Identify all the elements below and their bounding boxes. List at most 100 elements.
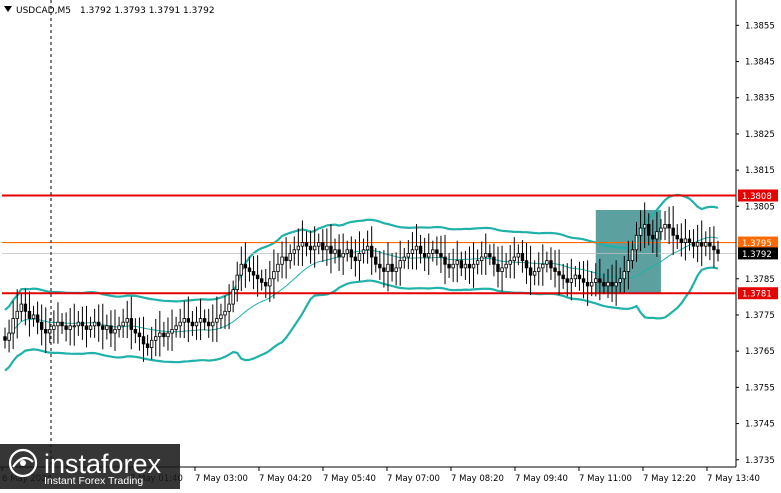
candle-body [35,314,40,323]
candle-body [117,325,121,330]
candle-body [92,321,97,327]
candle-body [386,263,390,272]
time-tick-label: 7 May 03:00 [195,474,248,484]
candle-body [304,242,309,247]
candle-body [365,245,370,251]
candle-body [361,249,366,254]
candle-body [231,289,235,305]
candle-body [716,249,720,254]
candle-body [459,260,464,269]
price-tick-label: 1.3755 [745,383,775,393]
candle-body [651,234,655,240]
candle-body [251,271,256,276]
candle-body [471,263,476,269]
candle-body [382,267,386,272]
candle-body [634,234,639,251]
candle-body [561,274,565,280]
candle-body [520,253,525,262]
candle-body [235,274,239,291]
candle-body [431,249,435,254]
candle-body [329,245,333,254]
candle-body [341,253,345,258]
candle-body [638,227,643,236]
candle-body [44,329,48,334]
candle-body [614,281,618,287]
candle-body [626,260,631,272]
candle-body [223,310,227,316]
candle-body [15,310,19,319]
candle-body [174,325,178,330]
candle-body [31,314,36,319]
candle-body [284,256,288,262]
price-tick-label: 1.3845 [745,58,775,68]
candle-body [268,278,272,287]
candle-body [569,278,574,283]
candle-body [369,245,374,258]
lower-band-line [4,266,719,372]
candle-body [695,242,700,247]
price-tick-label: 1.3835 [745,94,775,104]
candle-body [101,325,105,330]
candle-body [439,253,443,258]
candle-body [374,256,378,265]
level-tag-label-1: 1.3795 [742,239,772,249]
candle-body [585,281,590,287]
candle-body [659,227,663,233]
candle-body [357,253,362,262]
current-price-label: 1.3792 [742,250,772,260]
middle-band-line [4,236,719,341]
candle-body [125,318,129,323]
level-tag-2 [738,287,778,300]
candle-body [97,321,101,327]
candle-body [186,318,191,323]
candle-body [194,321,199,327]
candle-body [68,325,72,330]
candle-body [243,263,248,269]
candle-body [345,249,349,254]
candle-body [594,278,598,283]
candle-body [259,278,264,283]
candle-body [512,256,516,262]
candle-body [296,245,301,251]
candle-body [300,242,305,247]
candle-body [655,231,659,240]
watermark-brand: instaforex [44,449,162,479]
candle-body [610,281,614,287]
candle-body [479,256,484,262]
time-tick-label: 7 May 07:00 [387,474,440,484]
candle-body [56,321,60,327]
candle-body [276,263,280,272]
candle-body [19,303,23,312]
candle-body [149,339,154,348]
candle-body [549,260,553,269]
candle-body [202,318,207,323]
candle-body [288,253,292,262]
candle-body [573,274,578,280]
candle-body [72,325,76,328]
candle-body [541,263,545,269]
candle-body [190,321,195,327]
candle-body [598,278,602,283]
symbol-label: USDCAD,M5 [16,6,71,16]
candle-body [308,245,313,251]
candle-body [88,325,93,330]
candle-body [60,321,64,327]
candle-body [463,263,468,269]
candle-body [622,271,626,280]
candle-body [129,318,134,330]
price-tick-label: 1.3815 [745,166,775,176]
candle-body [488,253,492,258]
candle-body [154,336,158,341]
price-tick-label: 1.3825 [745,130,775,140]
candle-body [280,256,284,265]
ohlc-readout: 1.3792 1.3793 1.3791 1.3792 [80,6,215,16]
candle-body [496,263,500,272]
upper-band-line [4,193,719,311]
price-tick-label: 1.3765 [745,347,775,357]
candle-body [492,256,496,265]
symbol-dropdown-icon[interactable] [4,6,12,12]
candle-body [158,332,162,338]
candle-body [667,224,671,229]
candle-body [602,281,606,287]
candle-body [687,238,692,243]
